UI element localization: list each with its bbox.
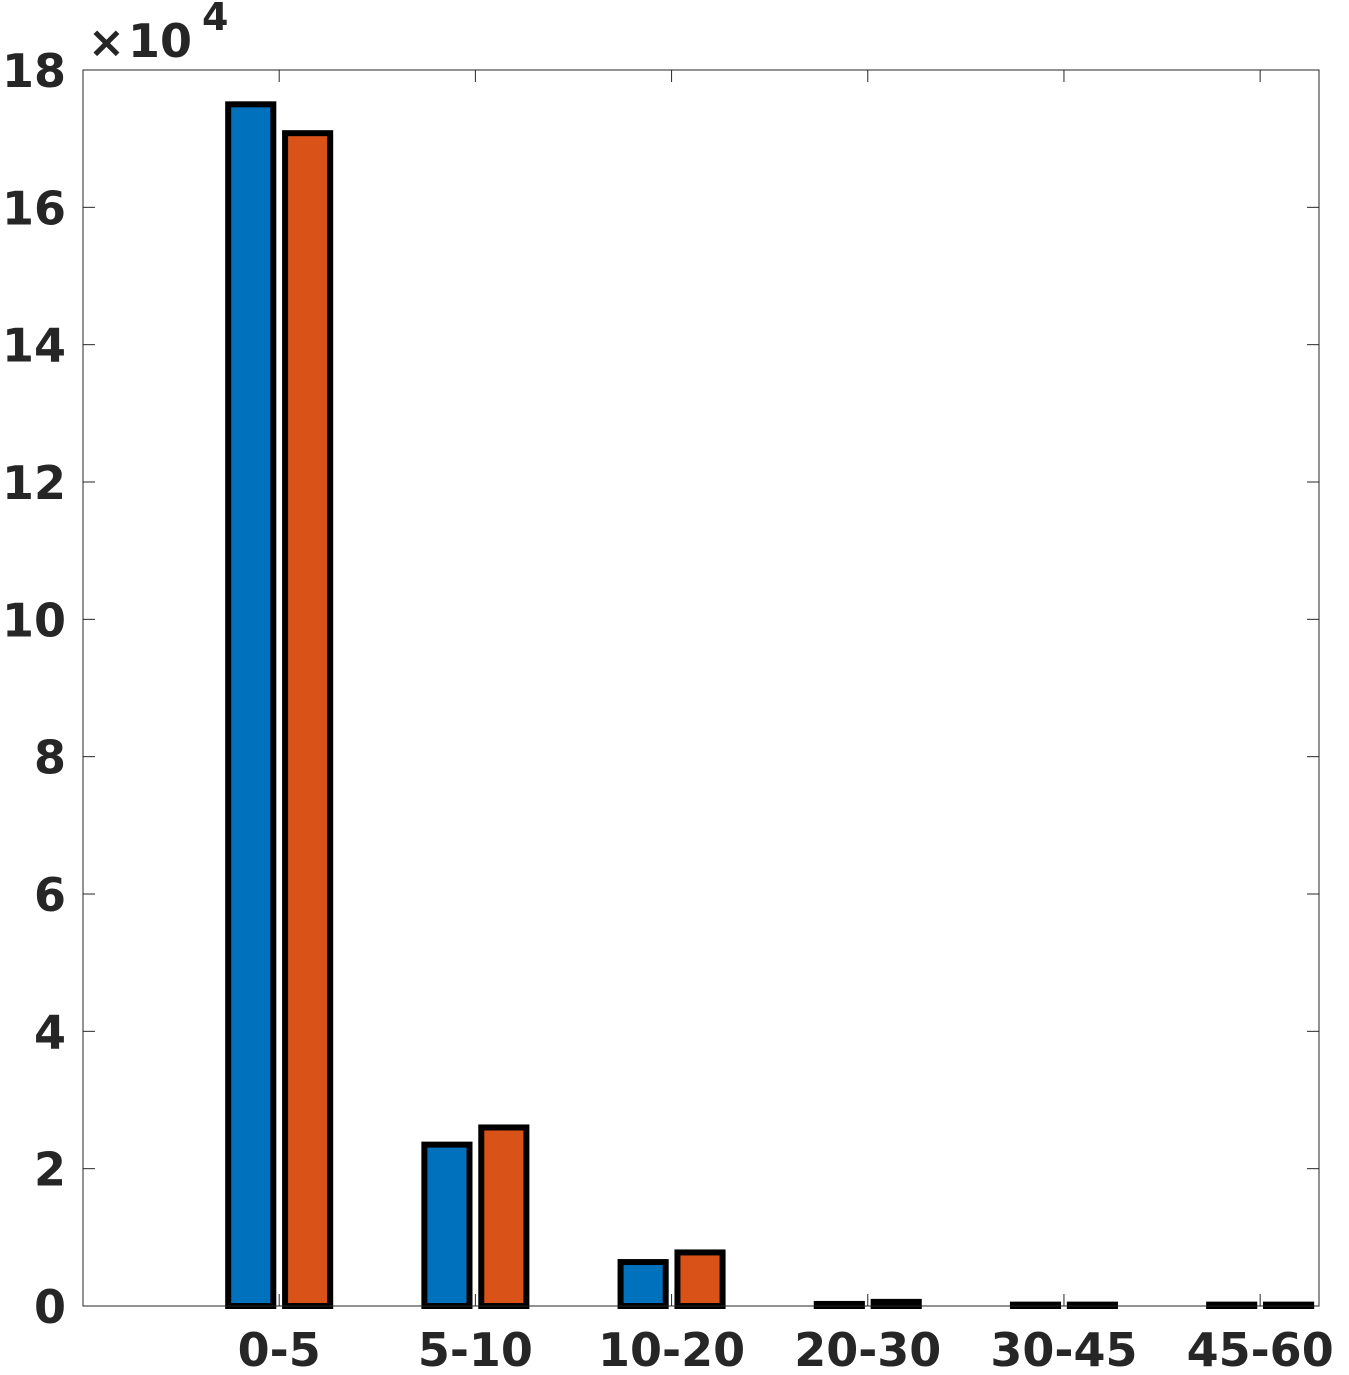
y-exponent-power: 4 xyxy=(202,0,228,39)
y-tick-label: 2 xyxy=(34,1143,66,1197)
y-tick-label: 6 xyxy=(34,868,66,922)
bar-series1-5-10 xyxy=(421,1141,473,1309)
bar-series2-0-5 xyxy=(282,130,334,1309)
x-tick-label: 5-10 xyxy=(418,1323,533,1371)
bar-series1-10-20 xyxy=(617,1259,669,1310)
y-tick-label: 16 xyxy=(2,181,66,235)
bar-series2-5-10 xyxy=(478,1124,530,1310)
y-tick-label: 14 xyxy=(2,319,66,373)
y-tick-label: 10 xyxy=(2,593,66,647)
y-exponent-times: × xyxy=(88,17,125,68)
ticks-layer xyxy=(83,69,1319,1307)
bar-series2-10-20 xyxy=(674,1249,726,1309)
y-tick-label: 8 xyxy=(34,731,66,785)
labels-layer: 0-5 5-10 10-20 20-30 30-45 45-60 0 2 4 6 8 10 12 14 16… xyxy=(2,44,1334,1375)
x-tick-label: 10-20 xyxy=(598,1323,745,1371)
y-exponent-base: 10 xyxy=(128,14,192,68)
y-tick-label: 4 xyxy=(34,1005,66,1059)
axes-box xyxy=(82,69,1320,1307)
y-tick-label: 12 xyxy=(2,456,66,510)
x-tick-label: 45-60 xyxy=(1187,1323,1334,1371)
y-tick-label: 0 xyxy=(34,1280,66,1334)
x-tick-label: 30-45 xyxy=(990,1323,1137,1371)
bar-series2-20-30 xyxy=(870,1298,922,1310)
x-tick-label: 20-30 xyxy=(794,1323,941,1371)
x-tick-label: 0-5 xyxy=(238,1323,321,1371)
bars-layer xyxy=(225,101,1315,1310)
y-exponent-label: × 10 4 xyxy=(88,0,228,68)
bar-series1-0-5 xyxy=(225,101,277,1309)
y-tick-label: 18 xyxy=(2,44,66,98)
